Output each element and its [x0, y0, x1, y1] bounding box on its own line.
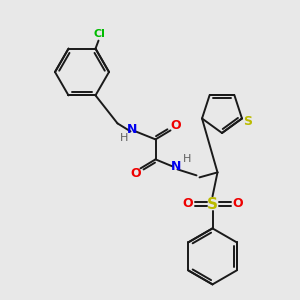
Text: N: N — [171, 160, 182, 173]
Text: Cl: Cl — [94, 28, 105, 39]
Text: S: S — [207, 197, 218, 212]
Text: O: O — [170, 119, 181, 132]
Text: H: H — [183, 154, 192, 164]
Text: O: O — [130, 167, 141, 180]
Text: O: O — [182, 197, 193, 210]
Text: S: S — [244, 115, 253, 128]
Text: O: O — [232, 197, 243, 210]
Text: N: N — [127, 123, 138, 136]
Text: H: H — [120, 134, 129, 143]
